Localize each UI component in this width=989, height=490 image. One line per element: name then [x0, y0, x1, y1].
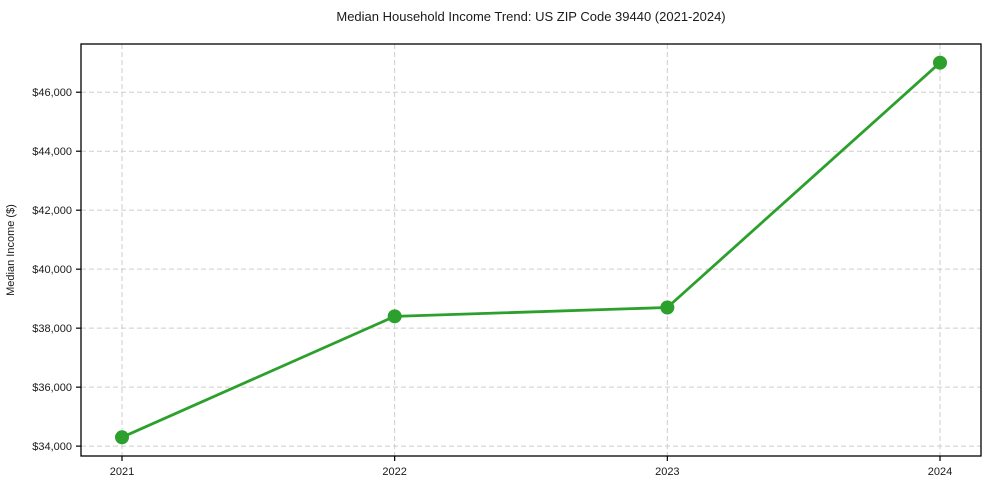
y-tick-label: $42,000 — [32, 205, 72, 217]
y-axis-label: Median Income ($) — [5, 204, 17, 296]
y-tick-label: $46,000 — [32, 87, 72, 99]
gridlines-layer — [81, 44, 981, 456]
data-point — [933, 55, 947, 70]
plot-border — [80, 43, 982, 457]
x-tick-label: 2022 — [382, 466, 406, 478]
axes-layer: $34,000 $36,000 $38,000 $40,000 $42,000 $44,0… — [32, 43, 982, 478]
y-tick-label: $44,000 — [32, 146, 72, 158]
x-tick-label: 2021 — [110, 466, 134, 478]
y-tick-label: $40,000 — [32, 264, 72, 276]
data-point — [387, 309, 402, 324]
trend-line — [120, 61, 942, 439]
series-layer — [115, 55, 947, 445]
x-tick-label: 2023 — [655, 466, 679, 478]
y-tick-label: $36,000 — [32, 382, 72, 394]
y-tick-label: $38,000 — [32, 323, 72, 335]
chart-title: Median Household Income Trend: US ZIP Co… — [336, 9, 725, 24]
y-tick-label: $34,000 — [32, 441, 72, 453]
data-point — [660, 300, 675, 315]
data-point — [115, 430, 129, 445]
x-tick-label: 2024 — [928, 466, 952, 478]
